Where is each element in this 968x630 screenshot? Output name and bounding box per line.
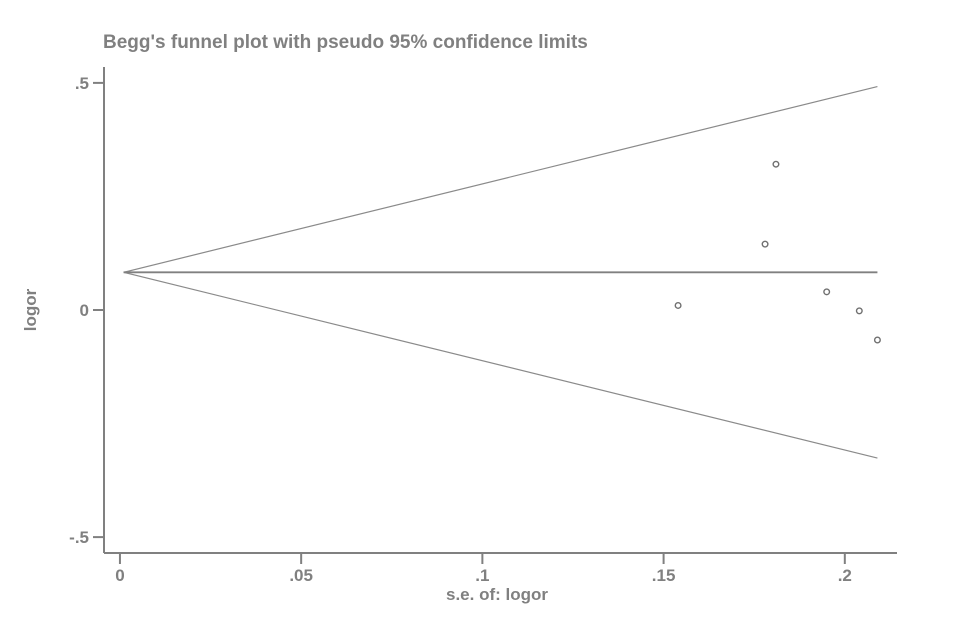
x-tick-label: .15	[652, 566, 676, 585]
y-tick-label: -.5	[69, 528, 89, 547]
y-tick-label: 0	[80, 301, 89, 320]
y-tick-label: .5	[75, 74, 89, 93]
study-point	[873, 336, 881, 344]
study-point	[761, 240, 769, 248]
scatter-points	[674, 160, 881, 344]
chart-title: Begg's funnel plot with pseudo 95% confi…	[103, 32, 588, 53]
x-tick-label: .2	[838, 566, 852, 585]
lower-confidence-limit-line	[123, 271, 878, 459]
x-tick-label: .1	[475, 566, 489, 585]
axes	[103, 67, 897, 554]
axis-ticks: .5 0 -.5 0 .05 .1 .15 .2	[69, 74, 852, 585]
y-axis-label: logor	[21, 288, 40, 331]
study-point	[855, 307, 863, 315]
study-point	[823, 288, 831, 296]
confidence-limit-lines	[123, 85, 878, 459]
x-axis-label: s.e. of: logor	[446, 585, 548, 604]
study-point	[772, 160, 780, 168]
study-point	[674, 301, 682, 309]
upper-confidence-limit-line	[123, 85, 878, 273]
x-tick-label: .05	[289, 566, 313, 585]
x-tick-label: 0	[115, 566, 124, 585]
